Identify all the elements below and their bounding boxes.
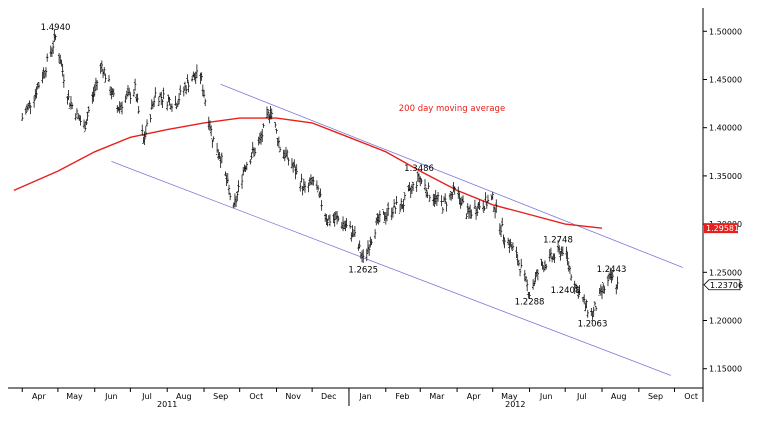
x-tick-label-dec: Dec: [321, 392, 336, 401]
annotation-1-2063: 1.2063: [578, 319, 608, 329]
y-tick-label: 1.40000: [709, 124, 742, 133]
y-tick-label: 1.25000: [709, 268, 742, 277]
x-tick-label-apr: Apr: [467, 392, 482, 401]
year-label-2012: 2012: [505, 400, 525, 409]
y-tick-label: 1.45000: [709, 75, 742, 84]
moving-average-line: [13, 117, 603, 229]
x-tick-label-jan: Jan: [358, 392, 371, 401]
channel-line-lower: [111, 161, 672, 376]
last-value-badge-border: [703, 279, 741, 291]
x-tick-label-jul: Jul: [141, 392, 152, 401]
x-tick-label-jun: Jun: [539, 392, 553, 401]
x-tick-label-aug: Aug: [176, 392, 192, 401]
x-tick-label-may: May: [501, 392, 518, 401]
x-tick-label-apr: Apr: [32, 392, 47, 401]
channel-line-upper: [220, 83, 683, 268]
price-bars: [21, 28, 619, 321]
annotation-1-2408: 1.2408: [551, 286, 581, 296]
x-tick-label-aug: Aug: [611, 392, 627, 401]
y-tick-label: 1.50000: [709, 27, 742, 36]
annotation-1-3486: 1.3486: [404, 164, 434, 174]
last-value-label-price: 1.23706: [710, 281, 743, 290]
x-tick-label-sep: Sep: [648, 392, 663, 401]
annotation-1-2443: 1.2443: [597, 265, 627, 275]
x-tick-label-oct: Oct: [684, 392, 698, 401]
x-tick-label-mar: Mar: [429, 392, 445, 401]
annotation-1-2748: 1.2748: [543, 235, 573, 245]
y-tick-label: 1.15000: [709, 365, 742, 374]
annotation-1-2625: 1.2625: [348, 265, 378, 275]
annotation-1-4940: 1.4940: [41, 23, 71, 33]
year-label-2011: 2011: [157, 400, 177, 409]
x-tick-label-jul: Jul: [576, 392, 587, 401]
moving-average-label: 200 day moving average: [399, 104, 505, 114]
x-tick-label-may: May: [66, 392, 83, 401]
last-value-badge-bg: [704, 223, 738, 234]
y-tick-label: 1.20000: [709, 317, 742, 326]
annotation-1-2288: 1.2288: [515, 298, 545, 308]
x-tick-label-sep: Sep: [213, 392, 228, 401]
x-tick-label-nov: Nov: [285, 392, 301, 401]
y-tick-label: 1.35000: [709, 172, 742, 181]
last-value-label-ma: 1.29581: [706, 224, 739, 233]
x-tick-label-feb: Feb: [395, 392, 409, 401]
x-tick-label-jun: Jun: [104, 392, 118, 401]
x-tick-label-oct: Oct: [249, 392, 263, 401]
